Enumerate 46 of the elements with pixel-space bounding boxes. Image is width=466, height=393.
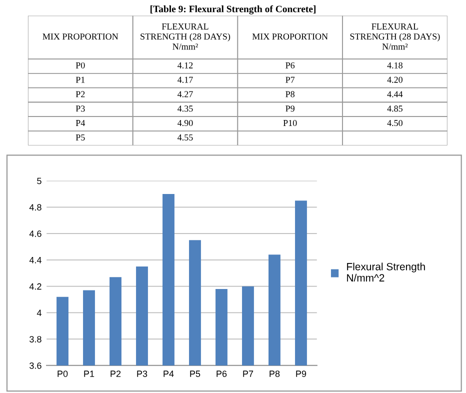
x-tick-label: P6: [216, 370, 227, 377]
text: 4.55: [178, 134, 193, 141]
text: P7: [286, 76, 295, 83]
y-tick-label: 5: [37, 178, 42, 184]
text: 4.50: [387, 120, 402, 126]
text: 4.12: [178, 62, 193, 68]
text: P4: [76, 120, 86, 126]
y-tick-label: 4: [36, 310, 42, 316]
text: 4.27: [178, 91, 193, 98]
text: 4.35: [178, 106, 193, 112]
text: FLEXURAL STRENGTH (28 DAYS) N/mm²: [140, 23, 230, 50]
text: [Table 9: Flexural Strength of Concrete]: [150, 5, 316, 14]
text: 4.17: [178, 76, 193, 83]
text: 4.90: [178, 120, 193, 126]
text: 4.85: [387, 106, 402, 112]
x-tick-label: P2: [110, 370, 121, 377]
text: 4.18: [387, 62, 402, 68]
text: P1: [76, 76, 85, 83]
x-tick-label: P3: [137, 370, 148, 377]
y-tick-label: 3.6: [30, 362, 42, 369]
text: P9: [286, 106, 294, 112]
x-tick-label: P8: [270, 370, 280, 377]
text: P10: [283, 120, 297, 126]
x-tick-label: P5: [190, 370, 200, 377]
y-tick-label: 3.8: [30, 336, 42, 342]
x-tick-label: P9: [296, 370, 306, 377]
text: FLEXURAL STRENGTH (28 DAYS) N/mm²: [350, 23, 440, 50]
y-tick-label: 4.4: [29, 257, 42, 264]
text: P5: [76, 134, 85, 140]
text: MIX PROPORTION: [42, 34, 118, 40]
text: P2: [76, 91, 85, 98]
text: P6: [286, 62, 295, 68]
text: MIX PROPORTION: [252, 34, 328, 40]
x-tick-label: P0: [58, 370, 68, 377]
text: 4.44: [387, 91, 403, 98]
text: 4.20: [387, 76, 402, 83]
text: P3: [76, 106, 85, 112]
x-tick-label: P1: [84, 370, 94, 377]
x-tick-label: P4: [164, 370, 174, 377]
x-tick-label: P7: [243, 370, 254, 377]
y-tick-label: 4.2: [29, 283, 42, 290]
y-tick-label: 4.6: [29, 230, 42, 237]
legend-label: Flexural Strength N/mm^2: [347, 262, 425, 282]
text: P8: [286, 91, 295, 98]
text: P0: [76, 62, 85, 68]
y-tick-label: 4.8: [29, 204, 42, 211]
